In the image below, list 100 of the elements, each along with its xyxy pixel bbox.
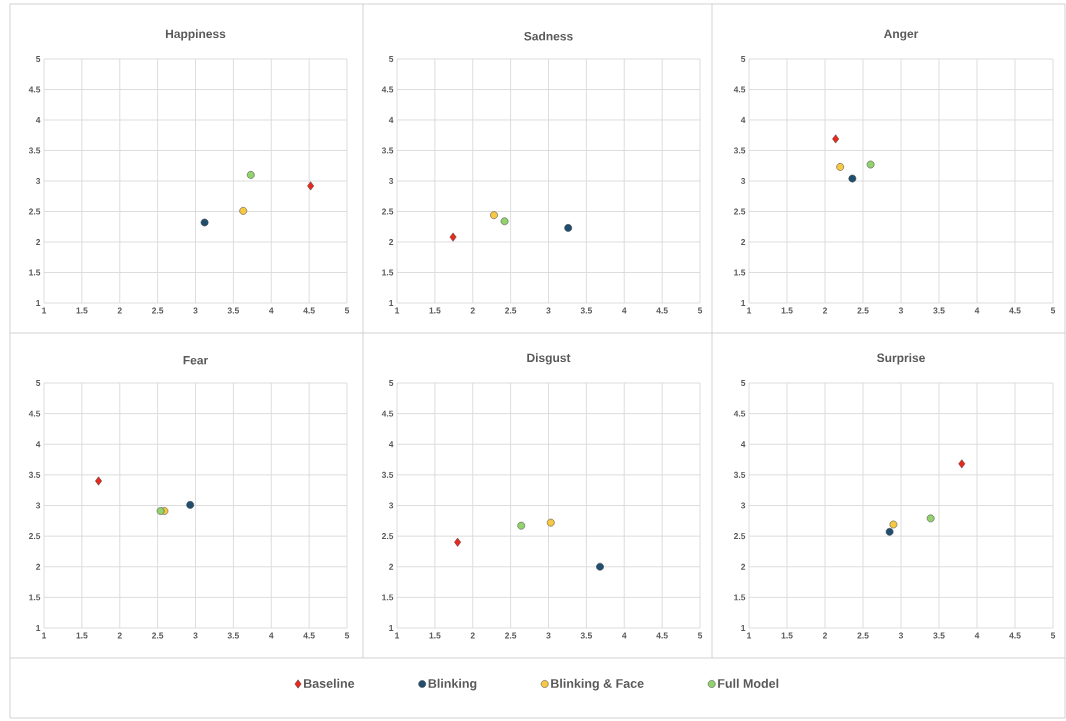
x-tick-label: 5 [697, 307, 703, 314]
x-tick-label: 4 [622, 307, 627, 314]
y-tick-label: 2 [36, 563, 41, 570]
y-tick-label: 2 [389, 563, 394, 570]
y-tick-label: 3 [388, 177, 394, 185]
x-tick-label: 5 [697, 632, 703, 639]
y-tick-label: 3 [740, 177, 746, 185]
x-tick-label: 3 [898, 307, 904, 314]
x-tick-label: 3.5 [227, 307, 240, 314]
y-tick-label: 4.5 [733, 86, 746, 93]
x-tick-label: 1.5 [76, 632, 88, 639]
y-tick-label: 3 [35, 502, 41, 509]
y-tick-label: 2.5 [381, 208, 394, 215]
y-tick-label: 1 [389, 300, 394, 306]
y-tick-label: 1 [741, 300, 746, 306]
x-tick-label: 1.5 [429, 632, 441, 639]
legend-label: Baseline [304, 678, 355, 688]
x-tick-label: 4.5 [656, 307, 668, 314]
y-tick-label: 4.5 [381, 86, 394, 93]
x-tick-label: 1 [42, 307, 47, 314]
y-tick-label: 4 [35, 441, 41, 448]
x-tick-label: 4.5 [303, 632, 315, 639]
y-tick-label: 1.5 [734, 594, 746, 601]
x-tick-label: 1.5 [76, 307, 88, 314]
x-tick-label: 1 [747, 307, 752, 314]
y-tick-label: 1 [741, 625, 746, 631]
y-tick-label: 4.5 [381, 410, 394, 417]
y-tick-label: 2.5 [28, 208, 41, 215]
x-tick-label: 3.5 [933, 632, 945, 639]
x-tick-label: 1 [747, 632, 752, 639]
y-tick-label: 4 [35, 117, 41, 123]
x-tick-label: 1 [395, 632, 400, 639]
x-tick-label: 2 [822, 632, 828, 639]
y-tick-label: 3.5 [28, 471, 41, 478]
y-tick-label: 2 [389, 239, 394, 245]
x-tick-label: 4 [622, 632, 627, 639]
x-tick-label: 1.5 [781, 632, 793, 639]
x-tick-label: 3 [193, 632, 198, 639]
y-tick-label: 2 [36, 239, 41, 245]
x-tick-label: 4 [974, 632, 980, 639]
chart-title: Happiness [165, 29, 226, 41]
x-tick-label: 2.5 [857, 632, 869, 639]
y-tick-label: 4 [388, 441, 394, 448]
chart-title: Fear [183, 356, 208, 365]
x-tick-label: 2 [470, 632, 475, 639]
y-tick-label: 4 [740, 441, 746, 448]
x-tick-label: 4 [269, 307, 274, 314]
y-tick-label: 2.5 [381, 533, 394, 540]
y-tick-label: 4.5 [733, 410, 746, 417]
x-tick-label: 4 [269, 632, 274, 639]
y-tick-label: 2 [741, 563, 746, 570]
x-tick-label: 3.5 [933, 307, 945, 314]
x-tick-label: 2 [117, 307, 122, 314]
x-tick-label: 3.5 [227, 632, 240, 639]
x-tick-label: 2.5 [505, 307, 517, 314]
x-tick-label: 5 [1050, 307, 1056, 314]
y-tick-label: 1.5 [29, 594, 41, 601]
x-tick-label: 3.5 [580, 632, 593, 639]
x-tick-label: 1.5 [781, 307, 793, 314]
x-tick-label: 2 [470, 307, 475, 314]
x-tick-label: 5 [344, 307, 350, 314]
x-tick-label: 1.5 [429, 307, 441, 314]
legend-label: Full Model [718, 678, 779, 688]
x-tick-label: 2.5 [857, 307, 869, 314]
chart-title: Disgust [527, 353, 571, 365]
x-tick-label: 4.5 [1009, 307, 1021, 314]
x-tick-label: 4.5 [1009, 632, 1021, 639]
x-tick-label: 3.5 [580, 307, 593, 314]
y-tick-label: 1 [36, 625, 41, 631]
x-tick-label: 4.5 [656, 632, 668, 639]
y-tick-label: 1 [36, 300, 41, 306]
x-tick-label: 3 [546, 307, 551, 314]
y-tick-label: 3.5 [733, 471, 746, 478]
y-tick-label: 5 [741, 56, 746, 62]
chart-title: Anger [883, 29, 919, 41]
x-tick-label: 1 [42, 632, 47, 639]
y-tick-label: 3.5 [381, 471, 394, 478]
y-tick-label: 3 [388, 502, 394, 509]
x-tick-label: 3 [546, 632, 551, 639]
x-tick-label: 2.5 [152, 632, 164, 639]
y-tick-label: 5 [36, 380, 41, 386]
y-tick-label: 1.5 [382, 594, 394, 601]
x-tick-label: 1 [395, 307, 400, 314]
x-tick-label: 2 [822, 307, 828, 314]
y-tick-label: 2.5 [28, 533, 41, 540]
x-tick-label: 2.5 [505, 632, 517, 639]
y-tick-label: 2.5 [733, 533, 746, 540]
y-tick-label: 5 [36, 56, 41, 62]
chart-title: Sadness [524, 31, 573, 41]
y-tick-label: 1.5 [29, 269, 41, 276]
x-tick-label: 2 [117, 632, 122, 639]
x-tick-label: 4 [974, 307, 980, 314]
y-tick-label: 3 [35, 177, 41, 185]
x-tick-label: 2.5 [152, 307, 164, 314]
y-tick-label: 3.5 [733, 147, 746, 154]
y-tick-label: 2.5 [733, 208, 746, 215]
y-tick-label: 5 [389, 56, 394, 62]
y-tick-label: 4 [388, 117, 394, 123]
y-tick-label: 3.5 [28, 147, 41, 154]
x-tick-label: 3 [193, 307, 198, 314]
